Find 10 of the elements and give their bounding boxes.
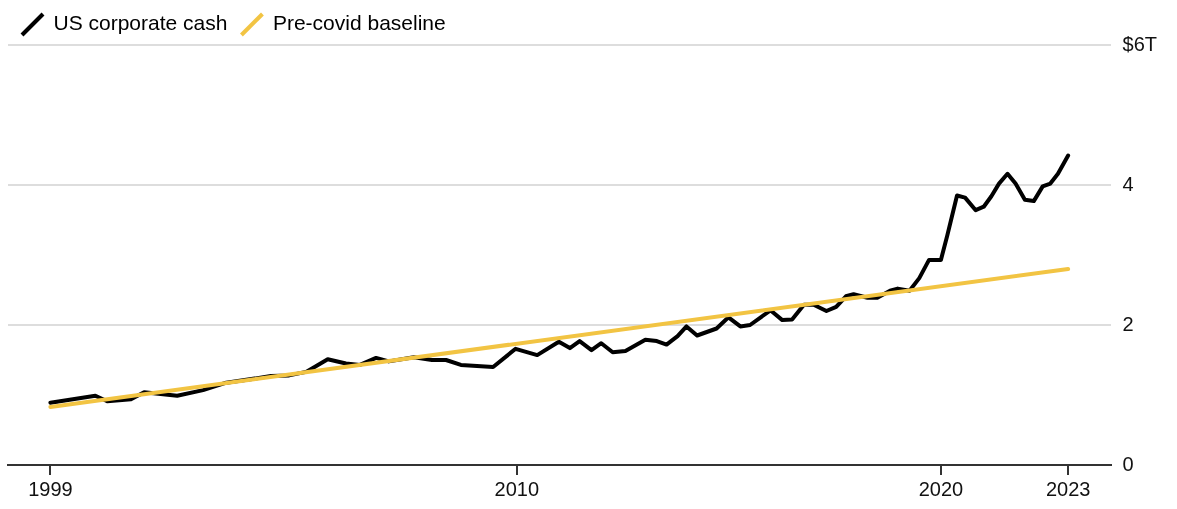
y-tick-label: 4 bbox=[1122, 172, 1134, 195]
x-tick-label: 2023 bbox=[1045, 477, 1091, 500]
x-tick-label: 1999 bbox=[28, 477, 73, 500]
legend-label: US corporate cash bbox=[53, 11, 228, 35]
legend-label: Pre-covid baseline bbox=[272, 11, 446, 35]
x-tick-label: 2020 bbox=[918, 477, 964, 500]
y-tick-label: 0 bbox=[1122, 452, 1134, 475]
x-tick-label: 2010 bbox=[494, 477, 540, 500]
y-tick-label: 2 bbox=[1122, 312, 1134, 335]
y-tick-label: $6T bbox=[1122, 32, 1158, 55]
